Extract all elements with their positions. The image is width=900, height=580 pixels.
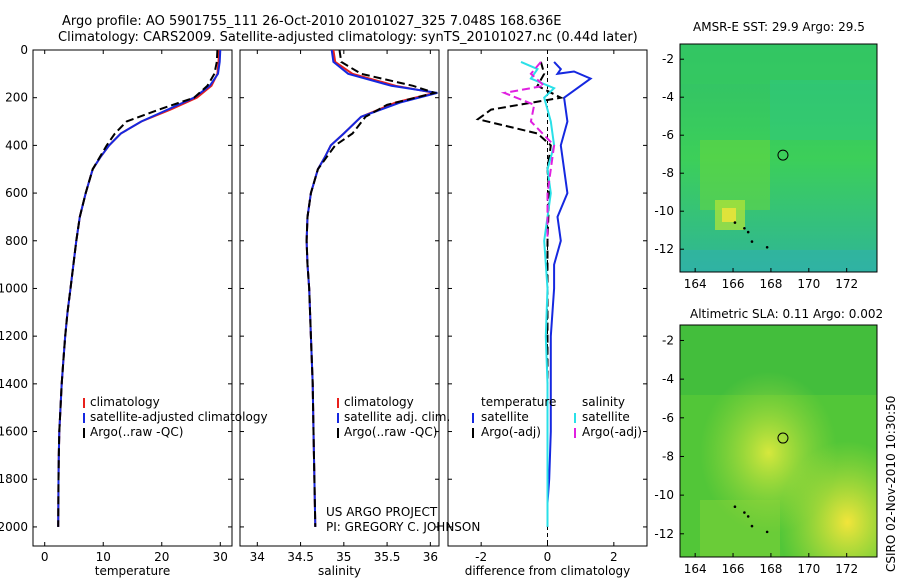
island-dot [746,515,750,518]
y-tick-label: 0 [20,43,28,57]
map-y-tick-label: -10 [654,204,674,218]
legend-argo-label: Argo(..raw -QC) [344,425,437,439]
island-dot [733,221,737,224]
map-y-tick-label: -8 [662,449,674,463]
island-dot [743,227,746,230]
sla-map-title: Altimetric SLA: 0.11 Argo: 0.002 [690,307,883,321]
map-x-tick-label: 170 [797,277,820,291]
sla-map-frame [679,324,878,558]
series-line-temperature-argo [475,61,564,527]
legend-climatology-label: climatology [90,395,160,409]
island-dot [733,505,737,509]
y-tick-label: 1200 [0,329,28,343]
island-dot [765,246,769,249]
map-x-tick-label: 168 [759,562,782,576]
y-tick-label: 1800 [0,472,28,486]
x-tick-label: 2 [610,550,618,564]
island-dot [746,230,750,234]
x-tick-label: 35.5 [374,550,401,564]
project-label: US ARGO PROJECT [326,505,438,519]
map-y-tick-label: -12 [654,242,674,256]
temperature-legend: climatology satellite-adjusted climatolo… [83,395,268,439]
island-dot [765,530,769,534]
figure-title-line-2: Climatology: CARS2009. Satellite-adjuste… [58,30,638,45]
legend-argo-label: Argo(..raw -QC) [90,425,183,439]
y-tick-label: 2000 [0,520,28,534]
series-line-temperature-satellite [546,61,593,527]
map-y-tick-label: -10 [654,488,674,502]
legend-climatology-label: climatology [344,395,414,409]
y-tick-label: 800 [5,234,28,248]
salinity-chart: 34 34.5 35 35.5 36 salinity [240,49,439,578]
figure-title-line-1: Argo profile: AO 5901755_111 26-Oct-2010… [62,14,562,29]
legend-temp-argo-label: Argo(-adj) [481,425,541,439]
map-x-tick-label: 164 [684,277,707,291]
credit-label: CSIRO 02-Nov-2010 10:30:50 [884,396,898,572]
map-y-tick-label: -2 [662,52,674,66]
map-y-tick-label: -4 [662,90,674,104]
map-x-tick-label: 172 [835,277,858,291]
legend-temp-satellite-label: satellite [481,410,529,424]
map-x-tick-label: 170 [797,562,820,576]
y-tick-label: 1400 [0,377,28,391]
legend-satellite-label: satellite adj. clim. [344,410,450,424]
map-x-tick-label: 168 [759,277,782,291]
legend-salinity-title: salinity [582,395,625,409]
legend-satellite-label: satellite-adjusted climatology [90,410,268,424]
x-axis-label: temperature [95,564,170,578]
legend-sal-satellite-label: satellite [582,410,630,424]
series-line-argo [57,49,219,527]
x-tick-label: 35 [336,550,351,564]
x-tick-label: 30 [213,550,228,564]
map-y-tick-label: -8 [662,166,674,180]
series-line-argo [305,49,439,527]
x-tick-label: 34.5 [287,550,314,564]
map-y-tick-label: -4 [662,372,674,386]
x-tick-label: 36 [423,550,438,564]
x-tick-label: -2 [475,550,487,564]
pi-label: PI: GREGORY C. JOHNSON [326,520,480,534]
x-tick-label: 0 [544,550,552,564]
x-axis-label: difference from climatology [465,564,631,578]
map-x-tick-label: 166 [722,562,745,576]
x-tick-label: 34 [250,550,265,564]
map-x-tick-label: 166 [722,277,745,291]
sst-map-frame [679,43,878,273]
x-axis-label: salinity [318,564,361,578]
argo-location-marker [777,432,789,444]
map-y-tick-label: -2 [662,333,674,347]
island-dot [750,524,754,528]
x-tick-label: 20 [154,550,169,564]
y-tick-label: 600 [5,186,28,200]
argo-location-marker [777,149,789,161]
legend-sal-argo-label: Argo(-adj) [582,425,642,439]
sst-map-image [680,44,877,272]
sla-map-axes: 164 166 168 170 172 -2 -4 -6 -8 -10 -12 [654,333,858,576]
temperature-chart: 0 10 20 30 0 200 400 600 800 1000 1200 1400 1600 1800… [0,43,232,578]
sst-map-axes: 164 166 168 170 172 -2 -4 -6 -8 -10 -12 [654,52,858,291]
y-tick-label: 400 [5,138,28,152]
y-tick-label: 200 [5,91,28,105]
sst-map-title: AMSR-E SST: 29.9 Argo: 29.5 [693,20,865,34]
x-tick-label: 0 [41,550,49,564]
x-tick-label: 10 [96,550,111,564]
salinity-legend: climatology satellite adj. clim. Argo(..… [337,395,450,439]
legend-temperature-title: temperature [481,395,556,409]
island-dot [750,240,754,243]
map-y-tick-label: -6 [662,411,674,425]
map-x-tick-label: 172 [835,562,858,576]
y-tick-label: 1600 [0,425,28,439]
difference-legend: temperature satellite Argo(-adj) salinit… [472,395,642,439]
temperature-panel-frame [32,49,233,547]
salinity-panel-frame [239,49,440,547]
y-tick-label: 1000 [0,281,28,295]
island-dot [743,511,746,514]
map-x-tick-label: 164 [684,562,707,576]
map-y-tick-label: -6 [662,128,674,142]
map-y-tick-label: -12 [654,527,674,541]
